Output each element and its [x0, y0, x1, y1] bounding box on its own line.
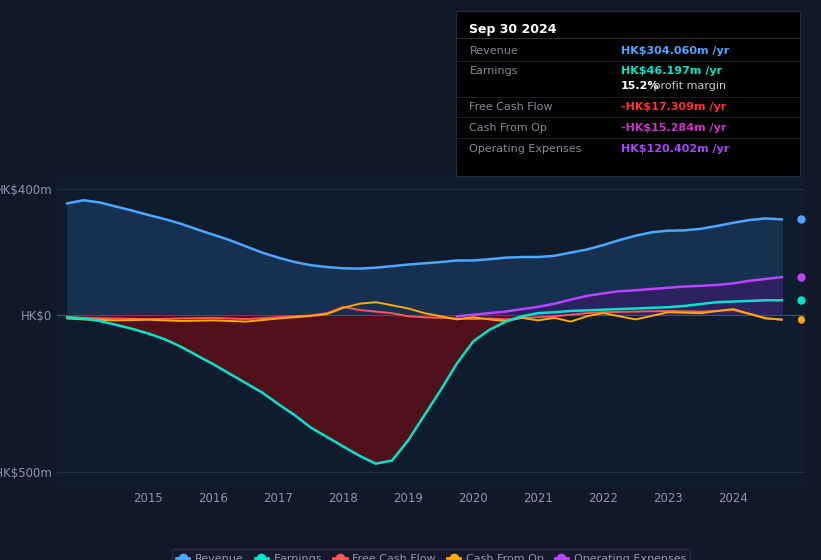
- Text: Operating Expenses: Operating Expenses: [470, 144, 582, 154]
- Text: Cash From Op: Cash From Op: [470, 123, 548, 133]
- Text: HK$120.402m /yr: HK$120.402m /yr: [621, 144, 730, 154]
- Text: Free Cash Flow: Free Cash Flow: [470, 102, 553, 112]
- Text: 15.2%: 15.2%: [621, 81, 659, 91]
- Text: -HK$17.309m /yr: -HK$17.309m /yr: [621, 102, 727, 112]
- Text: Earnings: Earnings: [470, 67, 518, 77]
- Text: HK$46.197m /yr: HK$46.197m /yr: [621, 67, 722, 77]
- Text: HK$304.060m /yr: HK$304.060m /yr: [621, 46, 729, 56]
- Text: Revenue: Revenue: [470, 46, 518, 56]
- Legend: Revenue, Earnings, Free Cash Flow, Cash From Op, Operating Expenses: Revenue, Earnings, Free Cash Flow, Cash …: [172, 549, 690, 560]
- Text: Sep 30 2024: Sep 30 2024: [470, 23, 557, 36]
- Text: profit margin: profit margin: [650, 81, 727, 91]
- Text: -HK$15.284m /yr: -HK$15.284m /yr: [621, 123, 727, 133]
